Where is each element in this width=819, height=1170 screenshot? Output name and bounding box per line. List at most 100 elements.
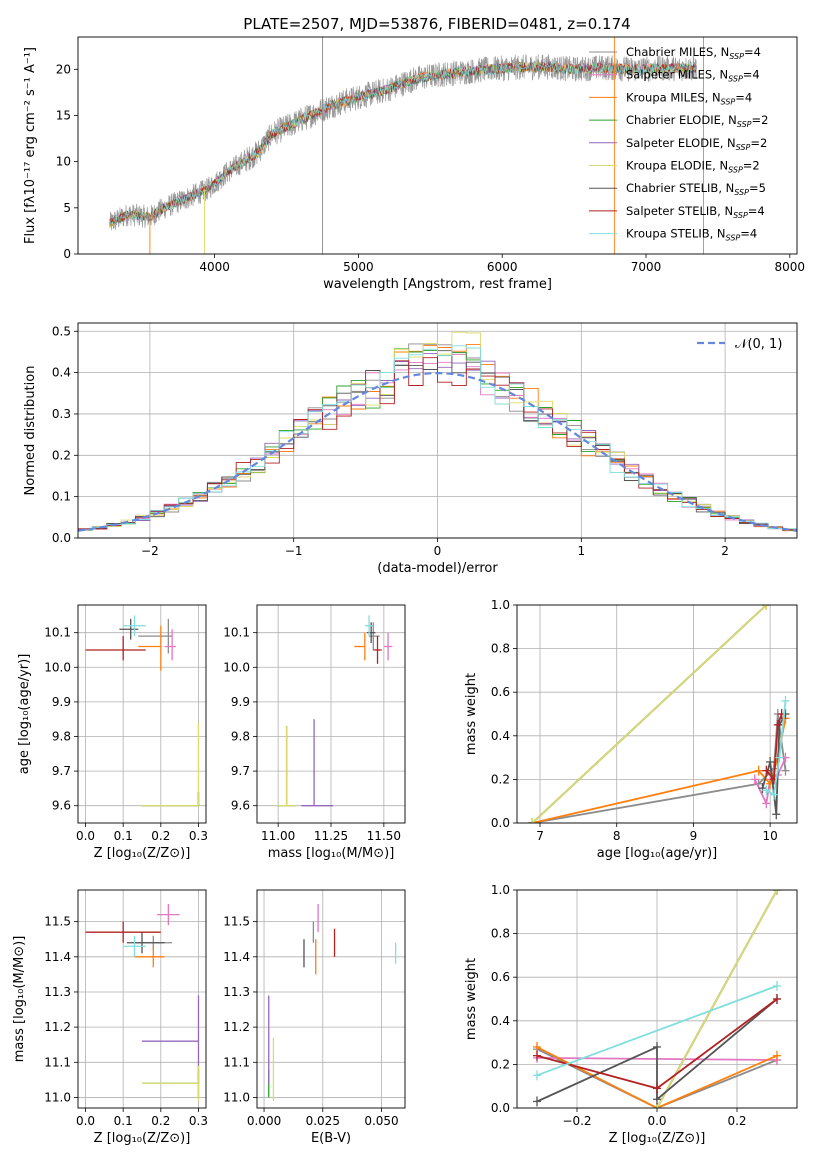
y-tick-label: 11.4 bbox=[44, 950, 71, 964]
y-tick-label: 15 bbox=[56, 108, 71, 122]
y-tick-label: 11.2 bbox=[44, 1020, 71, 1034]
spectrum-panel: 4000 5000 6000 7000 8000 0 5 10 15 20 wavelength [… bbox=[23, 36, 806, 292]
x-axis-label: Z [log₁₀(Z/Z⊙)] bbox=[94, 846, 191, 861]
y-tick-label: 10.0 bbox=[223, 660, 250, 674]
legend-label: Chabrier STELIB, NSSP=5 bbox=[626, 181, 766, 197]
histogram-step-5 bbox=[78, 331, 797, 531]
x-axis-label: Z [log₁₀(Z/Z⊙)] bbox=[609, 1131, 706, 1146]
y-tick-label: 5 bbox=[63, 201, 71, 215]
y-axis-label: Flux [fλ10⁻¹⁷ erg cm⁻² s⁻¹ A⁻¹] bbox=[23, 47, 38, 244]
legend-label: Kroupa STELIB, NSSP=4 bbox=[626, 227, 757, 243]
weight-line-7 bbox=[765, 713, 783, 782]
y-tick-label: 0.4 bbox=[52, 366, 71, 380]
y-tick-label: 0.0 bbox=[491, 816, 510, 830]
x-tick-label: 8000 bbox=[775, 260, 806, 274]
y-tick-label: 9.7 bbox=[52, 764, 71, 778]
y-tick-label: 0.2 bbox=[52, 448, 71, 462]
plot-area bbox=[85, 904, 200, 1101]
x-tick-label: 11.00 bbox=[261, 829, 295, 843]
x-tick-label: 2 bbox=[721, 544, 729, 558]
y-tick-label: 1.0 bbox=[491, 883, 510, 897]
x-tick-label: 6000 bbox=[487, 260, 518, 274]
y-tick-label: 0.8 bbox=[491, 927, 510, 941]
weight-line-0 bbox=[532, 713, 787, 823]
x-tick-label: −1 bbox=[285, 544, 303, 558]
legend-label: 𝒩(0, 1) bbox=[735, 337, 782, 352]
weight-line-8 bbox=[536, 985, 778, 1077]
mass-weight-vs-age-panel: 7 8 9 10 0.0 0.2 0.4 0.6 0.8 1.0 age [log₁₀(age/yr… bbox=[464, 598, 798, 861]
x-tick-label: 0.0 bbox=[76, 829, 95, 843]
y-tick-label: 11.3 bbox=[223, 985, 250, 999]
legend-label: Salpeter STELIB, NSSP=4 bbox=[626, 204, 765, 220]
spectrum-line-7 bbox=[109, 61, 697, 227]
y-tick-label: 11.0 bbox=[44, 1090, 71, 1104]
spectrum-line-8 bbox=[109, 61, 697, 226]
spectrum-line-6 bbox=[109, 61, 697, 227]
mass-weight-vs-metallicity-panel: −0.2 0.0 0.2 0.0 0.2 0.4 0.6 0.8 1.0 Z [log₁₀(Z/Z… bbox=[464, 883, 798, 1146]
x-tick-label: 0.2 bbox=[151, 1114, 170, 1128]
y-tick-label: 9.8 bbox=[52, 729, 71, 743]
legend-label: Chabrier MILES, NSSP=4 bbox=[626, 45, 761, 61]
y-tick-label: 0.2 bbox=[491, 1057, 510, 1071]
y-tick-label: 0.4 bbox=[491, 729, 510, 743]
axes-frame bbox=[516, 889, 798, 1109]
x-tick-label: −0.2 bbox=[562, 1114, 591, 1128]
y-tick-label: 11.1 bbox=[44, 1055, 71, 1069]
residual-histogram-panel: −2 −1 0 1 2 0.0 0.1 0.2 0.3 0.4 0.5 (data-model)/er… bbox=[23, 322, 798, 576]
y-tick-label: 9.8 bbox=[231, 729, 250, 743]
x-tick-label: 0.3 bbox=[189, 1114, 208, 1128]
plot-area bbox=[528, 605, 790, 823]
y-tick-label: 0.1 bbox=[52, 490, 71, 504]
y-tick-label: 0.2 bbox=[491, 772, 510, 786]
weight-line-0 bbox=[536, 1048, 778, 1108]
x-tick-label: 7 bbox=[536, 829, 544, 843]
legend-label: Chabrier ELODIE, NSSP=2 bbox=[626, 113, 768, 129]
x-axis-label: mass [log₁₀(M/M⊙)] bbox=[268, 846, 395, 861]
y-tick-label: 0.4 bbox=[491, 1014, 510, 1028]
x-tick-label: 0.0 bbox=[647, 1114, 666, 1128]
plot-area bbox=[78, 331, 797, 532]
x-tick-label: 0.000 bbox=[247, 1114, 281, 1128]
axes-frame bbox=[77, 36, 798, 255]
age-vs-metallicity-panel: 0.0 0.1 0.2 0.3 9.6 9.7 9.8 9.9 10.0 10.1 Z [log₁₀… bbox=[17, 604, 208, 861]
y-tick-label: 0.6 bbox=[491, 685, 510, 699]
x-tick-label: 4000 bbox=[199, 260, 230, 274]
x-tick-label: 0.2 bbox=[151, 829, 170, 843]
y-tick-label: 10.1 bbox=[44, 626, 71, 640]
axes-frame bbox=[77, 889, 207, 1109]
plot-area bbox=[268, 904, 397, 1101]
x-axis-label: wavelength [Angstrom, rest frame] bbox=[323, 277, 552, 292]
y-tick-label: 11.0 bbox=[223, 1090, 250, 1104]
x-tick-label: 0.3 bbox=[189, 829, 208, 843]
age-vs-mass-panel: 11.00 11.25 11.50 9.6 9.7 9.8 9.9 10.0 10.1 mass … bbox=[223, 604, 406, 861]
mass-vs-metallicity-panel: 0.0 0.1 0.2 0.3 11.0 11.1 11.2 11.3 11.4 11.5 Z [l… bbox=[12, 889, 208, 1146]
y-tick-label: 10 bbox=[56, 155, 71, 169]
x-tick-label: 0.025 bbox=[306, 1114, 340, 1128]
y-tick-label: 0 bbox=[63, 247, 71, 261]
x-tick-label: 10 bbox=[763, 829, 778, 843]
y-tick-label: 9.7 bbox=[231, 764, 250, 778]
weight-line-2 bbox=[532, 718, 787, 823]
x-axis-label: (data-model)/error bbox=[377, 561, 498, 576]
histogram-step-8 bbox=[78, 345, 797, 531]
spectrum-line-5 bbox=[109, 61, 697, 228]
y-tick-label: 11.4 bbox=[223, 950, 250, 964]
x-tick-label: 0.2 bbox=[727, 1114, 746, 1128]
y-axis-label: mass weight bbox=[464, 958, 479, 1040]
y-axis-label: age [log₁₀(age/yr)] bbox=[17, 654, 32, 775]
x-tick-label: 0.1 bbox=[114, 1114, 133, 1128]
legend-label: Kroupa ELODIE, NSSP=2 bbox=[626, 159, 760, 175]
weight-line-5 bbox=[656, 890, 778, 1108]
figure-title: PLATE=2507, MJD=53876, FIBERID=0481, z=0… bbox=[243, 15, 630, 33]
x-tick-label: 0 bbox=[434, 544, 442, 558]
x-tick-label: 5000 bbox=[343, 260, 374, 274]
legend-label: Kroupa MILES, NSSP=4 bbox=[626, 90, 752, 106]
y-tick-label: 11.1 bbox=[223, 1055, 250, 1069]
y-tick-label: 20 bbox=[56, 62, 71, 76]
y-tick-label: 11.3 bbox=[44, 985, 71, 999]
x-axis-label: Z [log₁₀(Z/Z⊙)] bbox=[94, 1131, 191, 1146]
y-tick-label: 0.0 bbox=[52, 531, 71, 545]
y-tick-label: 1.0 bbox=[491, 598, 510, 612]
x-tick-label: 8 bbox=[613, 829, 621, 843]
weight-line-8 bbox=[765, 700, 787, 797]
